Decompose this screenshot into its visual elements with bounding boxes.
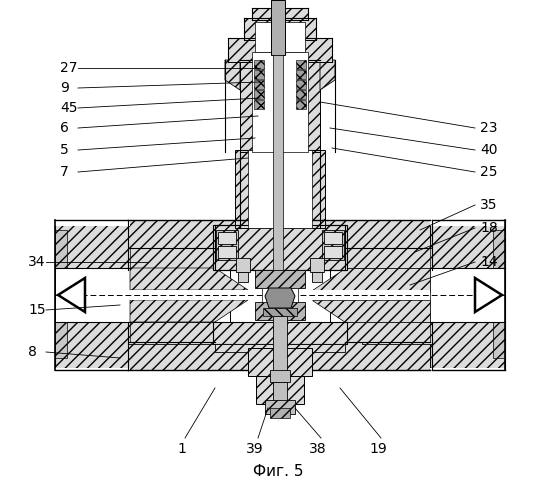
Bar — [430, 268, 505, 322]
Bar — [265, 400, 295, 414]
Bar — [296, 100, 306, 109]
Bar — [55, 268, 230, 322]
Polygon shape — [130, 300, 248, 322]
Bar — [228, 38, 332, 62]
Polygon shape — [130, 268, 248, 290]
Text: 19: 19 — [369, 442, 387, 456]
Bar — [255, 270, 305, 288]
Polygon shape — [130, 248, 215, 268]
Bar — [55, 268, 135, 322]
Bar — [271, 0, 285, 55]
Bar — [218, 232, 236, 244]
Text: 6: 6 — [60, 121, 69, 135]
Bar — [273, 55, 283, 315]
Bar — [248, 150, 312, 228]
Polygon shape — [312, 268, 430, 290]
Bar — [296, 60, 306, 69]
Polygon shape — [320, 60, 335, 90]
Text: 18: 18 — [480, 221, 498, 235]
Bar — [330, 268, 505, 322]
Bar — [310, 258, 324, 272]
Polygon shape — [58, 278, 85, 312]
Polygon shape — [130, 322, 215, 342]
Polygon shape — [345, 268, 430, 322]
Polygon shape — [345, 248, 430, 268]
Bar — [55, 368, 130, 378]
Bar — [262, 288, 298, 302]
Bar — [256, 376, 304, 404]
Bar — [430, 220, 505, 370]
Bar — [254, 60, 264, 69]
Polygon shape — [225, 60, 240, 90]
Polygon shape — [128, 342, 430, 370]
Bar — [130, 290, 248, 300]
Bar — [324, 246, 342, 258]
Bar — [270, 408, 290, 418]
Bar — [273, 382, 287, 404]
Bar — [255, 22, 305, 52]
Bar — [254, 80, 264, 89]
Text: 35: 35 — [480, 198, 497, 212]
Text: 15: 15 — [28, 303, 45, 317]
Bar — [213, 322, 347, 344]
Bar — [252, 8, 308, 20]
Bar — [236, 258, 250, 272]
Bar — [430, 218, 505, 226]
Bar — [273, 316, 287, 371]
Bar — [235, 150, 325, 228]
Bar — [296, 70, 306, 79]
Bar — [362, 322, 432, 344]
Bar — [55, 218, 130, 226]
Bar — [362, 248, 432, 270]
Text: 23: 23 — [480, 121, 497, 135]
Text: 5: 5 — [60, 143, 69, 157]
Bar — [215, 344, 345, 352]
Polygon shape — [130, 268, 215, 322]
Text: 39: 39 — [246, 442, 264, 456]
Text: 7: 7 — [60, 165, 69, 179]
Bar — [238, 272, 248, 282]
Bar — [493, 230, 505, 358]
Bar — [216, 230, 238, 260]
Bar — [240, 60, 320, 152]
Text: 8: 8 — [28, 345, 37, 359]
Bar — [324, 232, 342, 244]
Bar — [254, 100, 264, 109]
Bar — [213, 225, 347, 270]
Bar — [296, 90, 306, 99]
Text: 25: 25 — [480, 165, 497, 179]
Bar — [55, 220, 130, 370]
Polygon shape — [475, 278, 502, 312]
Bar — [255, 302, 305, 320]
Text: 9: 9 — [60, 81, 69, 95]
Polygon shape — [345, 322, 430, 342]
Bar — [55, 230, 67, 358]
Polygon shape — [312, 300, 430, 322]
Bar — [128, 322, 218, 344]
Bar — [312, 290, 430, 300]
Bar — [252, 52, 308, 152]
Text: 45: 45 — [60, 101, 77, 115]
Polygon shape — [128, 220, 430, 248]
Bar — [244, 18, 316, 40]
Polygon shape — [265, 288, 295, 308]
Bar — [430, 368, 505, 378]
Text: 34: 34 — [28, 255, 45, 269]
Bar — [128, 248, 218, 270]
Text: 40: 40 — [480, 143, 497, 157]
Bar — [296, 80, 306, 89]
Bar — [254, 90, 264, 99]
Bar — [218, 246, 236, 258]
Text: 27: 27 — [60, 61, 77, 75]
Bar — [322, 230, 344, 260]
Bar — [254, 70, 264, 79]
Bar — [312, 272, 322, 282]
Text: Фиг. 5: Фиг. 5 — [253, 465, 304, 480]
Bar — [248, 348, 312, 376]
Text: 1: 1 — [178, 442, 186, 456]
Bar — [270, 370, 290, 382]
Text: 14: 14 — [480, 255, 498, 269]
Text: 38: 38 — [309, 442, 327, 456]
Bar — [263, 308, 297, 316]
